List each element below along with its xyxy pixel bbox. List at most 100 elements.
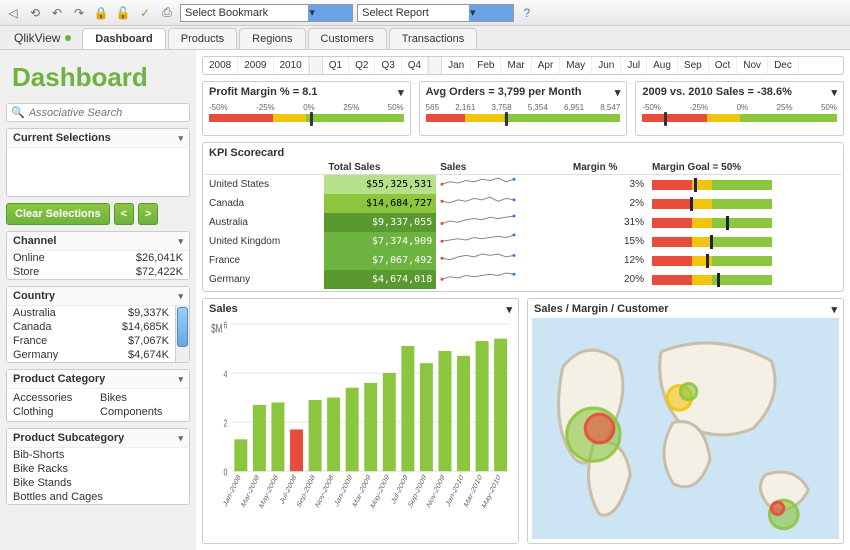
svg-text:May-2008: May-2008 (258, 472, 280, 510)
chevron-down-icon[interactable]: ▾ (506, 303, 512, 316)
app-toolbar: ◁ ⟲ ↶ ↷ 🔒 🔓 ✓ ⎙ Select Bookmark▾ Select … (0, 0, 850, 26)
tab-customers[interactable]: Customers (308, 28, 387, 49)
country-panel: Country ▾ Australia$9,337KCanada$14,685KF… (6, 286, 190, 363)
help-icon[interactable]: ? (518, 4, 536, 22)
svg-text:Jul-2009: Jul-2009 (390, 472, 409, 506)
back-icon[interactable]: ◁ (4, 4, 22, 22)
time-cell[interactable]: 2008 (203, 57, 238, 74)
time-cell[interactable]: Q2 (349, 57, 375, 74)
scorecard-title: KPI Scorecard (205, 145, 841, 161)
svg-text:Nov-2009: Nov-2009 (425, 472, 446, 509)
time-cell[interactable]: 2009 (238, 57, 273, 74)
chevron-down-icon: ▾ (308, 5, 352, 21)
tab-regions[interactable]: Regions (239, 28, 305, 49)
time-cell[interactable]: Q1 (323, 57, 349, 74)
kpi-gauge: 2009 vs. 2010 Sales = -38.6%▾ -50%-25%0%… (635, 81, 844, 136)
kpi-row: Profit Margin % = 8.1▾ -50%-25%0%25%50% … (202, 81, 844, 136)
undo-icon[interactable]: ↶ (48, 4, 66, 22)
map-chart-title: Sales / Margin / Customer (534, 303, 668, 316)
table-row[interactable]: Australia$9,337,05531% (205, 213, 841, 232)
time-cell[interactable]: Aug (647, 57, 678, 74)
svg-text:Nov-2008: Nov-2008 (314, 472, 335, 509)
refresh-icon[interactable]: ⟲ (26, 4, 44, 22)
list-item[interactable]: Store$72,422K (7, 265, 189, 279)
time-cell[interactable]: Sep (678, 57, 709, 74)
clear-selections-button[interactable]: Clear Selections (6, 203, 110, 225)
search-icon: 🔍 (11, 106, 25, 119)
svg-text:May-2010: May-2010 (480, 472, 502, 510)
table-row[interactable]: United States$55,325,5313% (205, 175, 841, 195)
time-cell[interactable]: Mar (501, 57, 531, 74)
chevron-down-icon: ▾ (469, 5, 513, 21)
time-cell[interactable]: Apr (532, 57, 561, 74)
chevron-down-icon[interactable]: ▾ (178, 236, 183, 247)
time-cell[interactable]: Feb (471, 57, 501, 74)
list-item[interactable]: Components (98, 405, 185, 419)
time-cell[interactable]: Oct (709, 57, 738, 74)
sales-chart-title: Sales (209, 303, 238, 316)
chevron-down-icon[interactable]: ▾ (178, 374, 183, 385)
time-cell[interactable]: Jun (592, 57, 621, 74)
list-item[interactable]: Australia$9,337K (7, 306, 175, 320)
unlock-icon[interactable]: 🔓 (114, 4, 132, 22)
current-selections-label: Current Selections (13, 132, 111, 144)
search-input[interactable] (29, 107, 185, 119)
time-cell[interactable]: Q3 (375, 57, 401, 74)
time-cell[interactable]: Nov (737, 57, 768, 74)
list-item[interactable]: Bike Racks (7, 462, 189, 476)
table-row[interactable]: Germany$4,674,01820% (205, 270, 841, 289)
list-item[interactable]: Germany$4,674K (7, 348, 175, 362)
list-item[interactable]: Clothing (11, 405, 98, 419)
tab-transactions[interactable]: Transactions (389, 28, 478, 49)
time-cell[interactable]: May (560, 57, 592, 74)
bookmark-label: Select Bookmark (181, 7, 308, 19)
table-row[interactable]: Canada$14,684,7272% (205, 194, 841, 213)
sidebar: Dashboard 🔍 Current Selections▾ Clear Se… (0, 50, 196, 550)
report-select[interactable]: Select Report▾ (357, 4, 514, 22)
channel-label: Channel (13, 235, 56, 247)
list-item[interactable]: Bib-Shorts (7, 448, 189, 462)
list-item[interactable]: Bottles and Cages (7, 490, 189, 504)
table-row[interactable]: United Kingdom$7,374,90915% (205, 232, 841, 251)
prev-button[interactable]: < (114, 203, 134, 225)
kpi-gauge: Avg Orders = 3,799 per Month▾ 5652,1613,… (419, 81, 628, 136)
time-cell[interactable]: Jan (442, 57, 471, 74)
print-icon[interactable]: ⎙ (158, 4, 176, 22)
bookmark-select[interactable]: Select Bookmark▾ (180, 4, 353, 22)
time-cell[interactable]: Q4 (402, 57, 428, 74)
map-chart: Sales / Margin / Customer ▾ (527, 298, 844, 544)
time-cell[interactable]: Dec (768, 57, 799, 74)
tab-products[interactable]: Products (168, 28, 237, 49)
prodsub-label: Product Subcategory (13, 432, 124, 444)
country-label: Country (13, 290, 55, 302)
time-cell[interactable]: Jul (621, 57, 647, 74)
list-item[interactable]: Bike Stands (7, 476, 189, 490)
time-cell[interactable]: 2010 (274, 57, 309, 74)
kpi-gauge: Profit Margin % = 8.1▾ -50%-25%0%25%50% (202, 81, 411, 136)
list-item[interactable]: Accessories (11, 391, 98, 405)
list-item[interactable]: Online$26,041K (7, 251, 189, 265)
chevron-down-icon[interactable]: ▾ (178, 291, 183, 302)
chevron-down-icon[interactable]: ▾ (178, 433, 183, 444)
svg-text:Jul-2008: Jul-2008 (278, 472, 297, 506)
search-box[interactable]: 🔍 (6, 103, 190, 122)
clear-icon[interactable]: ✓ (136, 4, 154, 22)
brand-label: QlikView ● (6, 25, 80, 49)
current-selections-panel: Current Selections ▾ (6, 128, 190, 197)
lock-icon[interactable]: 🔒 (92, 4, 110, 22)
table-row[interactable]: France$7,067,49212% (205, 251, 841, 270)
scrollbar[interactable] (175, 306, 189, 362)
chevron-down-icon[interactable]: ▾ (178, 133, 183, 144)
redo-icon[interactable]: ↷ (70, 4, 88, 22)
tab-dashboard[interactable]: Dashboard (82, 28, 165, 49)
chevron-down-icon[interactable]: ▾ (831, 303, 837, 316)
list-item[interactable]: France$7,067K (7, 334, 175, 348)
prodcat-panel: Product Category▾ AccessoriesBikesClothi… (6, 369, 190, 422)
next-button[interactable]: > (138, 203, 158, 225)
svg-text:0: 0 (223, 466, 227, 478)
list-item[interactable]: Bikes (98, 391, 185, 405)
list-item[interactable]: Canada$14,685K (7, 320, 175, 334)
content-area: 200820092010Q1Q2Q3Q4JanFebMarAprMayJunJu… (196, 50, 850, 550)
sales-chart: Sales▾ $M0246Jan-2008Mar-2008May-2008Jul… (202, 298, 519, 544)
tab-bar: QlikView ● DashboardProductsRegionsCusto… (0, 26, 850, 50)
